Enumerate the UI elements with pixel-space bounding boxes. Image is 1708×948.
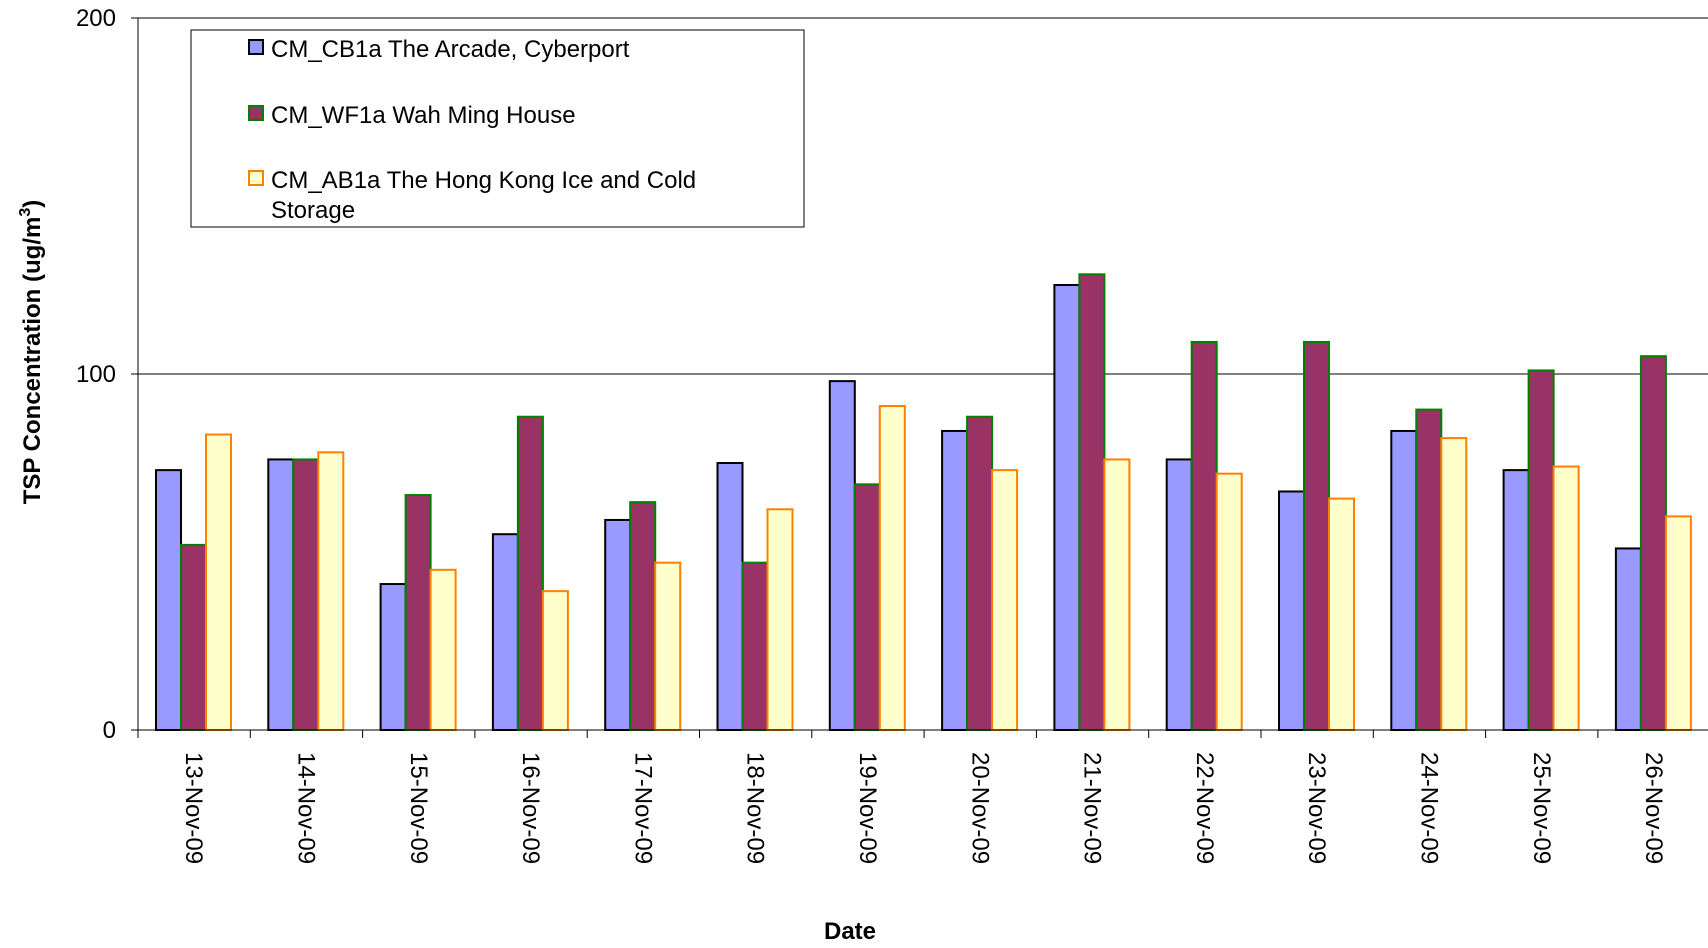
legend: CM_CB1a The Arcade, Cyberport CM_WF1a Wa… — [190, 29, 805, 228]
bar-s2-18-Nov-09 — [766, 508, 794, 731]
y-tick-label-200: 200 — [76, 5, 116, 32]
bar-s0-19-Nov-09 — [828, 380, 856, 731]
bar-s2-17-Nov-09 — [654, 561, 682, 731]
bar-s2-20-Nov-09 — [991, 469, 1019, 731]
bar-s2-19-Nov-09 — [878, 405, 906, 731]
legend-box — [190, 29, 805, 228]
bar-s1-25-Nov-09 — [1527, 369, 1555, 731]
bar-s1-19-Nov-09 — [853, 483, 881, 731]
legend-label-ab1a: CM_AB1a The Hong Kong Ice and Cold Storag… — [271, 167, 696, 224]
x-tick-label-23-Nov-09: 23-Nov-09 — [1303, 752, 1330, 864]
bar-s1-24-Nov-09 — [1415, 408, 1443, 731]
bar-s0-23-Nov-09 — [1278, 490, 1305, 732]
y-tick-label-100: 100 — [76, 361, 116, 388]
x-tick-label-22-Nov-09: 22-Nov-09 — [1191, 752, 1218, 864]
bar-s1-18-Nov-09 — [741, 561, 769, 731]
bar-s2-21-Nov-09 — [1103, 458, 1131, 731]
bar-s1-17-Nov-09 — [629, 501, 657, 731]
x-tick-label-24-Nov-09: 24-Nov-09 — [1415, 752, 1442, 864]
bar-s1-23-Nov-09 — [1303, 340, 1330, 731]
bar-s1-20-Nov-09 — [966, 415, 994, 731]
x-axis-title: Date — [824, 918, 876, 945]
x-tick-label-16-Nov-09: 16-Nov-09 — [517, 752, 544, 864]
y-axis-title-superscript: 3 — [17, 208, 34, 217]
x-tick-label-17-Nov-09: 17-Nov-09 — [629, 752, 656, 864]
legend-label-ab1a-line2: Storage — [271, 197, 355, 224]
bar-s2-16-Nov-09 — [541, 590, 569, 731]
bar-s1-16-Nov-09 — [516, 415, 544, 731]
x-tick-label-19-Nov-09: 19-Nov-09 — [854, 752, 881, 864]
bar-s0-14-Nov-09 — [267, 458, 295, 731]
legend-label-ab1a-line1: CM_AB1a The Hong Kong Ice and Cold — [271, 167, 696, 194]
bar-s2-25-Nov-09 — [1552, 465, 1580, 731]
legend-label-cb1a: CM_CB1a The Arcade, Cyberport — [271, 36, 630, 63]
legend-label-wf1a: CM_WF1a Wah Ming House — [271, 102, 576, 129]
legend-swatch-cb1a — [248, 39, 264, 55]
bars — [155, 273, 1692, 732]
x-tick-label-15-Nov-09: 15-Nov-09 — [405, 752, 432, 864]
x-tick-label-18-Nov-09: 18-Nov-09 — [742, 752, 769, 864]
bar-s0-16-Nov-09 — [491, 533, 519, 732]
x-tick-label-14-Nov-09: 14-Nov-09 — [292, 752, 319, 864]
bar-s2-14-Nov-09 — [317, 451, 345, 731]
bar-s2-24-Nov-09 — [1440, 437, 1468, 731]
bar-s0-24-Nov-09 — [1390, 429, 1418, 731]
bar-s2-26-Nov-09 — [1664, 515, 1692, 732]
bar-s2-23-Nov-09 — [1328, 497, 1355, 731]
bar-s0-18-Nov-09 — [716, 462, 744, 731]
bar-s1-22-Nov-09 — [1190, 340, 1218, 731]
bar-s1-26-Nov-09 — [1639, 355, 1667, 731]
bar-s2-22-Nov-09 — [1215, 472, 1243, 731]
y-axis-title: TSP Concentration (ug/m3) — [17, 200, 46, 504]
x-tick-label-26-Nov-09: 26-Nov-09 — [1640, 752, 1667, 864]
bar-s0-17-Nov-09 — [604, 518, 632, 732]
x-tick-label-21-Nov-09: 21-Nov-09 — [1079, 752, 1106, 864]
bar-s0-22-Nov-09 — [1165, 458, 1193, 731]
bar-s0-15-Nov-09 — [379, 583, 407, 731]
bar-s1-14-Nov-09 — [292, 458, 320, 731]
gridlines — [138, 17, 1708, 375]
bar-s0-26-Nov-09 — [1614, 547, 1642, 731]
bar-s0-20-Nov-09 — [941, 429, 969, 731]
bar-s0-25-Nov-09 — [1502, 469, 1530, 731]
y-axis-title-suffix: ) — [19, 200, 46, 208]
x-tick-label-25-Nov-09: 25-Nov-09 — [1528, 752, 1555, 864]
y-axis-title-main: TSP Concentration (ug/m — [19, 217, 46, 505]
y-tick-label-0: 0 — [103, 717, 116, 744]
x-tick-label-20-Nov-09: 20-Nov-09 — [966, 752, 993, 864]
tick-labels: 0 100 200 13-Nov-09 14-Nov-09 15-Nov-09 16-Nov… — [76, 5, 1667, 864]
bar-s1-21-Nov-09 — [1078, 273, 1106, 731]
legend-swatch-wf1a — [248, 105, 264, 121]
bar-s1-15-Nov-09 — [404, 494, 432, 732]
bar-s0-21-Nov-09 — [1053, 284, 1081, 731]
bar-s2-15-Nov-09 — [429, 568, 457, 731]
x-tick-label-13-Nov-09: 13-Nov-09 — [180, 752, 207, 864]
axes — [131, 17, 1708, 738]
bar-s1-13-Nov-09 — [180, 543, 207, 731]
bar-s0-13-Nov-09 — [155, 469, 182, 731]
bar-s2-13-Nov-09 — [205, 433, 232, 731]
legend-swatch-ab1a — [248, 170, 264, 186]
